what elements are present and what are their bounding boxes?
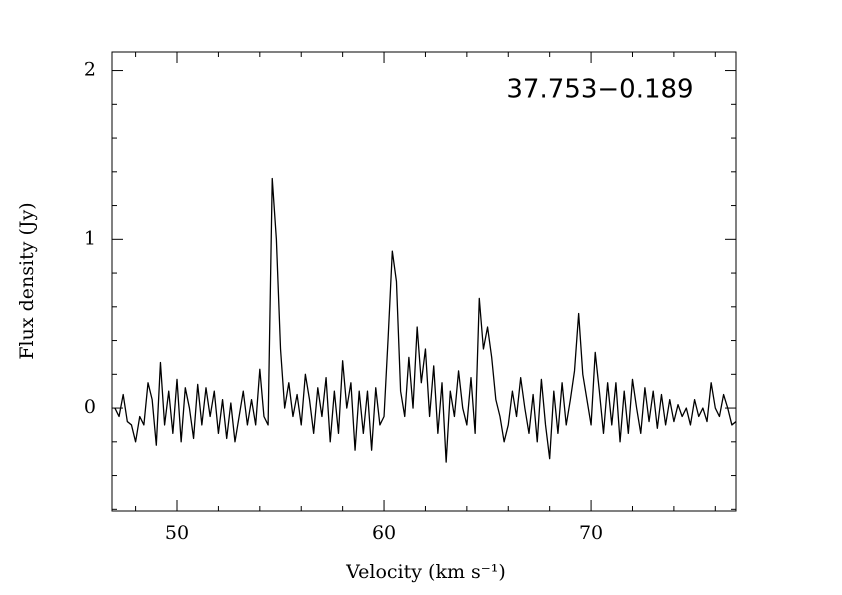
x-tick-label: 60 (372, 522, 396, 544)
x-axis-label: Velocity (km s⁻¹) (345, 561, 506, 583)
plot-frame (111, 51, 737, 512)
spectrum-line (114, 177, 737, 463)
x-tick-label: 50 (165, 522, 189, 544)
y-tick-label: 1 (84, 227, 96, 249)
y-tick-label: 0 (84, 396, 96, 418)
y-axis-label: Flux density (Jy) (16, 202, 38, 359)
x-tick-label: 70 (579, 522, 603, 544)
y-tick-label: 2 (84, 59, 96, 81)
annotation: 37.753−0.189 (506, 75, 693, 105)
